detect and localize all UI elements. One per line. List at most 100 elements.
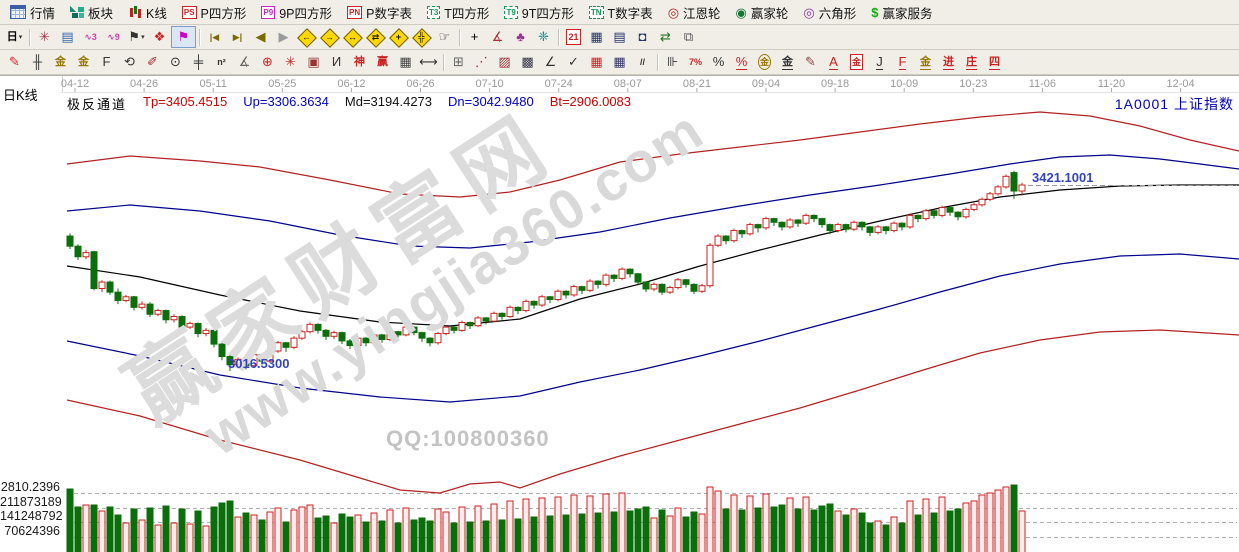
tool-wave-mark[interactable]: И bbox=[325, 52, 348, 72]
menu-item-hexagon[interactable]: ◎ 六角形 bbox=[797, 1, 865, 24]
tool-diamond-expand[interactable]: ↔ bbox=[341, 27, 364, 48]
menu-item-winner-wheel[interactable]: ◉ 赢家轮 bbox=[730, 1, 798, 24]
menu-item-label: P数字表 bbox=[366, 6, 412, 21]
tool-gold-box[interactable]: 金 bbox=[845, 52, 868, 72]
menu-item-9p-square[interactable]: P9 9P四方形 bbox=[255, 1, 341, 24]
tool-time-cycle[interactable]: ⊙ bbox=[164, 52, 187, 72]
channel-line-up bbox=[66, 154, 1239, 249]
tool-shen-tool[interactable]: 神 bbox=[348, 52, 371, 72]
menu-item-label: K线 bbox=[146, 6, 167, 21]
tool-diamond-left[interactable]: ← bbox=[295, 27, 318, 48]
tool-report-doc[interactable]: ▤ bbox=[56, 27, 79, 47]
tool-gold-circle[interactable]: 金 bbox=[753, 52, 776, 72]
tool-ying-tool[interactable]: 赢 bbox=[371, 52, 394, 72]
tool-spiral[interactable]: ⟲ bbox=[118, 52, 141, 72]
tool-gold-line[interactable]: 金 bbox=[776, 52, 799, 72]
tool-smart-assist[interactable]: ❈ bbox=[532, 27, 555, 47]
tool-square-fan-dark[interactable]: ▩ bbox=[516, 52, 539, 72]
tool-fan-lines[interactable]: ⋰ bbox=[470, 52, 493, 72]
tool-gann-square[interactable]: ▣ bbox=[302, 52, 325, 72]
winner-wheel-icon: ◉ bbox=[735, 4, 747, 20]
menu-item-t-digit-table[interactable]: TN T数字表 bbox=[583, 1, 662, 24]
tool-printer[interactable]: ⧉ bbox=[677, 27, 700, 47]
tool-small-pencil[interactable]: ✎ bbox=[799, 52, 822, 72]
tool-dark-grid[interactable]: ▦ bbox=[608, 52, 631, 72]
printer-icon: ⧉ bbox=[683, 29, 694, 44]
tool-notebook[interactable]: ▤ bbox=[608, 27, 631, 47]
tool-calendar-21[interactable]: 21 bbox=[562, 27, 585, 47]
tool-data-export[interactable]: ⇄ bbox=[654, 27, 677, 47]
tool-check-wave[interactable]: ✓ bbox=[562, 52, 585, 72]
tool-pattern-stamp[interactable]: ✳ bbox=[33, 27, 56, 47]
indicator-name[interactable]: 极反通道 bbox=[67, 97, 128, 112]
tool-red-stamp[interactable]: ❖ bbox=[148, 27, 171, 47]
tool-tree-view[interactable]: ♣ bbox=[509, 27, 532, 47]
tool-gold-lines-1[interactable]: 金 bbox=[49, 52, 72, 72]
tool-hand-drag[interactable]: ☞ bbox=[433, 27, 456, 47]
tool-save-disk[interactable]: ◘ bbox=[631, 27, 654, 47]
tool-a-channel[interactable]: A bbox=[822, 52, 845, 72]
gold-box-icon: 金 bbox=[849, 54, 863, 70]
tool-skip-end[interactable]: ▶| bbox=[226, 27, 249, 47]
tool-gold-lines-2[interactable]: 金 bbox=[72, 52, 95, 72]
tool-percent[interactable]: % bbox=[707, 52, 730, 72]
menu-item-gann-wheel[interactable]: ◎ 江恩轮 bbox=[662, 1, 730, 24]
tool-protractor[interactable]: ∡ bbox=[486, 27, 509, 47]
tool-width-measure[interactable]: ⟷ bbox=[417, 52, 440, 72]
tool-gann-star[interactable]: ✳ bbox=[279, 52, 302, 72]
tool-gann-circle[interactable]: ⊕ bbox=[256, 52, 279, 72]
flag-mark-dropdown-arrow[interactable]: ▾ bbox=[141, 34, 145, 41]
tool-calculator[interactable]: ▦ bbox=[585, 27, 608, 47]
date-label-04-12: 04-12 bbox=[60, 78, 90, 90]
menu-item-p-digit-table[interactable]: PN P数字表 bbox=[341, 1, 421, 24]
tool-gold-slant[interactable]: 金 bbox=[914, 52, 937, 72]
axis-divider bbox=[62, 76, 63, 92]
period-day-dropdown-arrow[interactable]: ▾ bbox=[18, 34, 23, 41]
tool-step-back[interactable]: ◀ bbox=[249, 27, 272, 47]
tool-price-grid[interactable]: ╪ bbox=[187, 52, 210, 72]
tool-zhuang-tool[interactable]: 庄 bbox=[960, 52, 983, 72]
tool-trend-angle[interactable]: ∠ bbox=[539, 52, 562, 72]
tool-slant-lines[interactable]: // bbox=[631, 52, 654, 72]
menu-item-sectors[interactable]: 板块 bbox=[64, 1, 122, 24]
tool-gann-lines[interactable]: ╫ bbox=[26, 52, 49, 72]
tool-crosshair[interactable]: + bbox=[463, 27, 486, 47]
tool-bar-stats[interactable]: ⊪ bbox=[661, 52, 684, 72]
channel-line-md bbox=[66, 184, 1239, 327]
tool-f-channel[interactable]: F bbox=[891, 52, 914, 72]
tool-flag-mark[interactable]: ⚑ ▾ bbox=[125, 27, 148, 47]
tool-measure-pencil[interactable]: ✐ bbox=[141, 52, 164, 72]
menu-item-kline[interactable]: K线 bbox=[122, 1, 176, 24]
tool-diamond-swap[interactable]: ⇄ bbox=[364, 27, 387, 48]
candlestick-chart[interactable] bbox=[0, 76, 1239, 552]
tool-grid-123[interactable]: ▦ bbox=[394, 52, 417, 72]
tool-fib-lines[interactable]: F bbox=[95, 52, 118, 72]
tool-angle-tool[interactable]: ∡ bbox=[233, 52, 256, 72]
tool-si-tool[interactable]: 四 bbox=[983, 52, 1006, 72]
tool-diamond-plus[interactable]: + bbox=[387, 27, 410, 48]
tool-diamond-right[interactable]: → bbox=[318, 27, 341, 48]
menu-item-9t-square[interactable]: T9 9T四方形 bbox=[498, 1, 582, 24]
tool-wave-3[interactable]: ∿3 bbox=[79, 27, 102, 47]
symbol-label[interactable]: 1A0001 上证指数 bbox=[1114, 96, 1234, 112]
tool-color-flag[interactable]: ⚑ bbox=[171, 26, 196, 48]
tool-period-day[interactable]: 日 ▾ bbox=[3, 27, 26, 47]
tool-skip-start[interactable]: |◀ bbox=[203, 27, 226, 47]
tool-step-forward[interactable]: ▶ bbox=[272, 27, 295, 47]
menu-item-p-square[interactable]: PS P四方形 bbox=[176, 1, 256, 24]
tool-j-line[interactable]: J bbox=[868, 52, 891, 72]
tool-wave-9[interactable]: ∿9 bbox=[102, 27, 125, 47]
tool-red-grid[interactable]: ▦ bbox=[585, 52, 608, 72]
tool-pencil[interactable]: ✎ bbox=[3, 52, 26, 72]
tool-jin-tool[interactable]: 进 bbox=[937, 52, 960, 72]
menu-item-t-square[interactable]: T3 T四方形 bbox=[421, 1, 498, 24]
tool-box-frame[interactable]: ⊞ bbox=[447, 52, 470, 72]
tool-diamond-cross[interactable]: ╬ bbox=[410, 27, 433, 48]
p-digit-table-icon: PN bbox=[346, 5, 363, 19]
tool-percent-7[interactable]: 7% bbox=[684, 52, 707, 72]
menu-item-quotes[interactable]: 行情 bbox=[4, 1, 64, 24]
tool-percent-line[interactable]: % bbox=[730, 52, 753, 72]
menu-item-winner-service[interactable]: $ 赢家服务 bbox=[865, 1, 941, 24]
tool-n-square[interactable]: n² bbox=[210, 52, 233, 72]
tool-square-fan[interactable]: ▨ bbox=[493, 52, 516, 72]
